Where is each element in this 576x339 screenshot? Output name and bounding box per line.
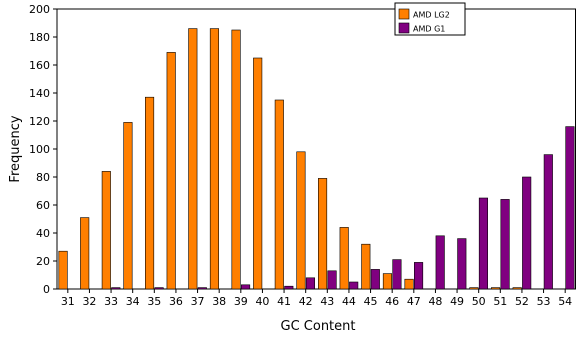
bar-lg2-41 [274,99,284,290]
x-tick-label: 31 [61,295,75,308]
bar-g1-54 [565,126,575,290]
bar-lg2-43 [318,178,328,290]
bar-lg2-45 [361,243,371,290]
bar-g1-51 [500,199,510,290]
x-tick-label: 47 [407,295,421,308]
bar-lg2-34 [123,122,133,290]
x-tick-label: 40 [255,295,269,308]
bar-g1-37 [197,287,207,290]
x-tick-label: 35 [147,295,161,308]
legend-swatch [398,8,410,20]
bar-lg2-38 [209,28,219,290]
legend: AMD LG2 AMD G1 [394,2,466,36]
bar-g1-53 [543,154,553,290]
bar-lg2-40 [253,57,263,290]
legend-label: AMD LG2 [413,11,450,20]
x-tick-label: 39 [234,295,248,308]
bar-lg2-51 [491,287,501,290]
x-tick-label: 32 [82,295,96,308]
bar-g1-44 [349,281,359,290]
bar-g1-41 [284,285,294,290]
bar-g1-52 [522,176,532,290]
bar-lg2-32 [80,217,90,290]
y-tick-label: 60 [36,199,50,212]
plot-area [56,8,576,290]
bar-lg2-35 [145,96,155,290]
y-tick-label: 180 [29,31,50,44]
x-axis-title: GC Content [281,319,356,334]
bar-lg2-39 [231,29,241,290]
plot-border [56,8,576,290]
bar-lg2-37 [188,28,198,290]
bar-g1-33 [111,287,121,290]
bar-lg2-47 [404,278,414,290]
bar-lg2-46 [382,273,392,290]
y-tick-label: 200 [29,3,50,16]
y-tick-label: 140 [29,87,50,100]
x-tick-label: 49 [450,295,464,308]
x-tick-label: 53 [537,295,551,308]
x-tick-label: 41 [277,295,291,308]
bar-lg2-44 [339,227,349,290]
x-tick-label: 50 [472,295,486,308]
bar-g1-50 [478,197,488,290]
x-tick-label: 48 [428,295,442,308]
x-tick-label: 43 [320,295,334,308]
x-tick-label: 46 [385,295,399,308]
x-tick-label: 42 [299,295,313,308]
bar-lg2-33 [101,171,111,290]
legend-swatch [398,22,410,34]
x-tick-label: 34 [126,295,140,308]
x-tick-label: 44 [342,295,356,308]
bar-lg2-42 [296,151,306,290]
x-tick-label: 38 [212,295,226,308]
bar-lg2-52 [512,287,522,290]
y-tick-label: 100 [29,143,50,156]
x-axis: 31 32 33 34 35 36 37 38 39 40 41 42 43 44 45 46 47 48 49 50… [61,289,572,308]
bar-g1-43 [327,270,337,290]
y-tick-label: 160 [29,59,50,72]
bar-lg2-36 [166,52,176,290]
bar-g1-42 [305,277,315,290]
x-tick-label: 51 [493,295,507,308]
y-tick-label: 80 [36,171,50,184]
x-tick-label: 54 [558,295,572,308]
y-axis: 0 20 40 60 80 100 120 140 160 180 200 [29,3,57,296]
y-tick-label: 0 [43,283,50,296]
bar-g1-45 [370,269,380,290]
bar-lg2-31 [58,250,68,290]
bar-g1-49 [457,238,467,290]
bar-g1-46 [392,259,402,290]
y-tick-label: 20 [36,255,50,268]
y-axis-title: Frequency [8,115,23,182]
y-tick-label: 40 [36,227,50,240]
bar-g1-48 [435,235,445,290]
x-tick-label: 52 [515,295,529,308]
bar-g1-39 [241,284,251,290]
x-tick-label: 37 [191,295,205,308]
x-tick-label: 36 [169,295,183,308]
bars [58,28,575,290]
x-tick-label: 33 [104,295,118,308]
y-tick-label: 120 [29,115,50,128]
bar-g1-35 [154,287,164,290]
legend-label: AMD G1 [413,25,445,34]
x-tick-label: 45 [364,295,378,308]
bar-g1-47 [414,262,424,290]
bar-lg2-50 [469,287,479,290]
